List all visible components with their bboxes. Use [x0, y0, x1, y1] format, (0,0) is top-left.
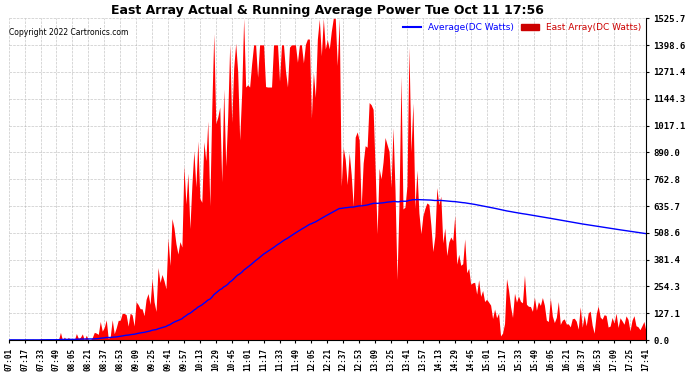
Title: East Array Actual & Running Average Power Tue Oct 11 17:56: East Array Actual & Running Average Powe…: [111, 4, 544, 17]
Text: Copyright 2022 Cartronics.com: Copyright 2022 Cartronics.com: [9, 28, 128, 37]
Legend: Average(DC Watts), East Array(DC Watts): Average(DC Watts), East Array(DC Watts): [402, 23, 642, 32]
